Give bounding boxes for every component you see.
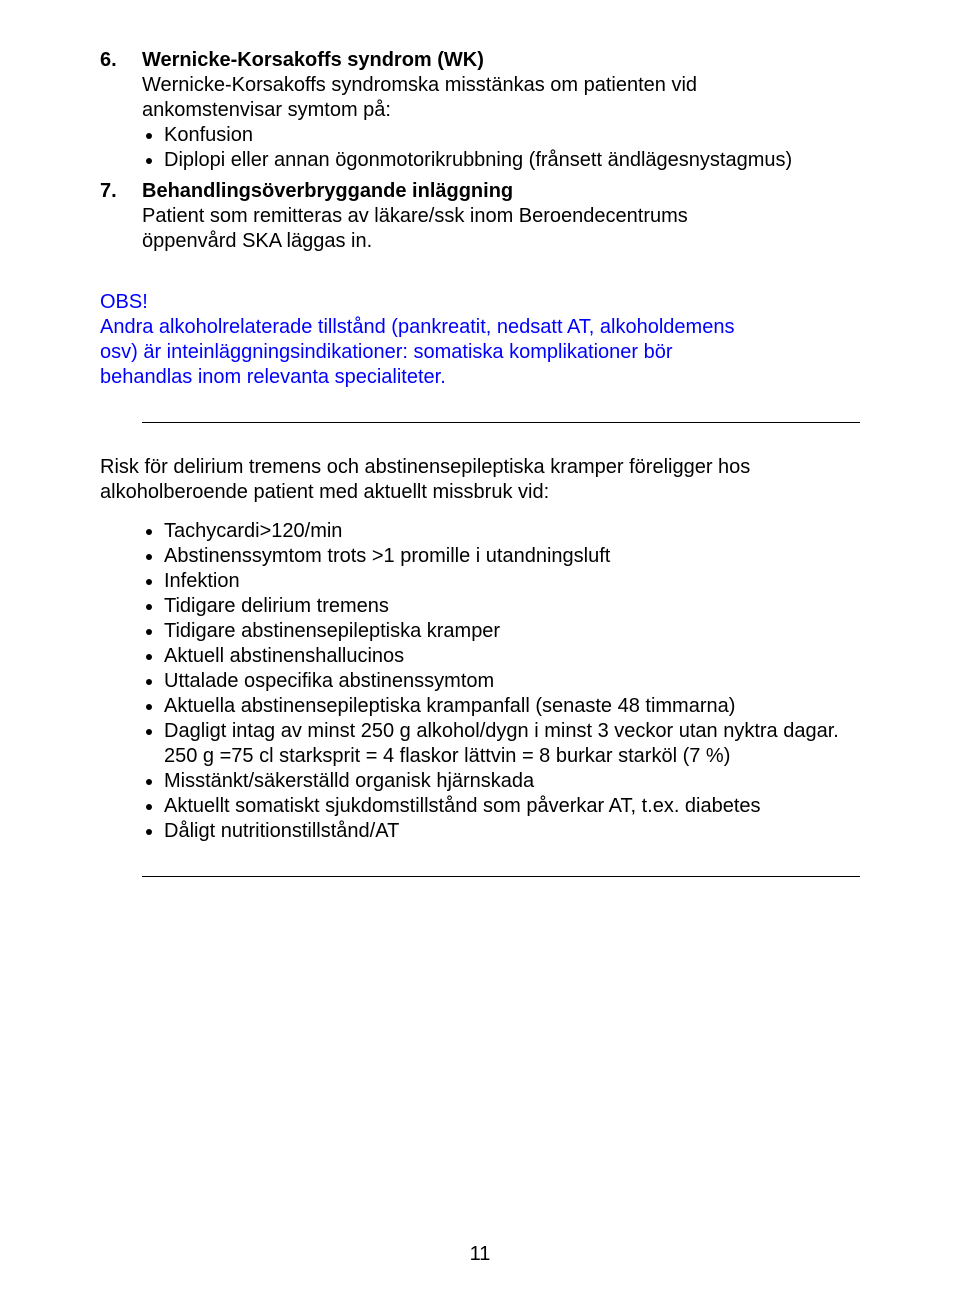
risk-intro: Risk för delirium tremens och abstinense… <box>100 455 860 505</box>
list-item: Tidigare abstinensepileptiska kramper <box>164 619 860 644</box>
section-7-heading: 7.Behandlingsöverbryggande inläggning <box>100 179 860 204</box>
section-6-title: Wernicke-Korsakoffs syndrom (WK) <box>142 49 484 71</box>
list-item: Abstinenssymtom trots >1 promille i utan… <box>164 544 860 569</box>
risk-bullets: Tachycardi>120/min Abstinenssymtom trots… <box>142 519 860 844</box>
list-item: Infektion <box>164 569 860 594</box>
list-item: Tidigare delirium tremens <box>164 594 860 619</box>
page-number: 11 <box>0 1242 960 1267</box>
obs-line1: Andra alkoholrelaterade tillstånd (pankr… <box>100 315 860 340</box>
obs-block: OBS! Andra alkoholrelaterade tillstånd (… <box>100 290 860 390</box>
section-7-body-line1: Patient som remitteras av läkare/ssk ino… <box>142 205 688 227</box>
list-item: Misstänkt/säkerställd organisk hjärnskad… <box>164 769 860 794</box>
obs-line3: behandlas inom relevanta specialiteter. <box>100 365 860 390</box>
risk-block: Risk för delirium tremens och abstinense… <box>100 455 860 844</box>
section-6-bullets: Konfusion Diplopi eller annan ögonmotori… <box>142 123 860 173</box>
list-item: Tachycardi>120/min <box>164 519 860 544</box>
list-item: Konfusion <box>164 123 860 148</box>
section-7-title: Behandlingsöverbryggande inläggning <box>142 180 513 202</box>
list-item: Diplopi eller annan ögonmotorikrubbning … <box>164 148 860 173</box>
section-6-number: 6. <box>100 48 142 73</box>
list-item: Uttalade ospecifika abstinenssymtom <box>164 669 860 694</box>
divider-line <box>142 422 860 423</box>
obs-line2: osv) är inteinläggningsindikationer: som… <box>100 340 860 365</box>
section-7: 7.Behandlingsöverbryggande inläggning Pa… <box>100 179 860 254</box>
list-item: Aktuell abstinenshallucinos <box>164 644 860 669</box>
section-6-heading: 6.Wernicke-Korsakoffs syndrom (WK) <box>100 48 860 73</box>
section-6-intro: Wernicke-Korsakoffs syndromska misstänka… <box>142 73 860 123</box>
list-item: Aktuella abstinensepileptiska krampanfal… <box>164 694 860 719</box>
risk-intro-line2: alkoholberoende patient med aktuellt mis… <box>100 481 549 503</box>
list-item: Aktuellt somatiskt sjukdomstillstånd som… <box>164 794 860 819</box>
list-item: Dagligt intag av minst 250 g alkohol/dyg… <box>164 719 860 769</box>
section-6: 6.Wernicke-Korsakoffs syndrom (WK) Werni… <box>100 48 860 173</box>
section-6-intro-line1: Wernicke-Korsakoffs syndromska misstänka… <box>142 74 697 96</box>
section-6-intro-line2: ankomstenvisar symtom på: <box>142 99 391 121</box>
section-7-body: Patient som remitteras av läkare/ssk ino… <box>142 204 860 254</box>
obs-heading: OBS! <box>100 290 860 315</box>
risk-intro-line1: Risk för delirium tremens och abstinense… <box>100 456 750 478</box>
divider-line <box>142 876 860 877</box>
section-7-body-line2: öppenvård SKA läggas in. <box>142 230 372 252</box>
list-item: Dåligt nutritionstillstånd/AT <box>164 819 860 844</box>
document-page: 6.Wernicke-Korsakoffs syndrom (WK) Werni… <box>0 0 960 1289</box>
section-7-number: 7. <box>100 179 142 204</box>
